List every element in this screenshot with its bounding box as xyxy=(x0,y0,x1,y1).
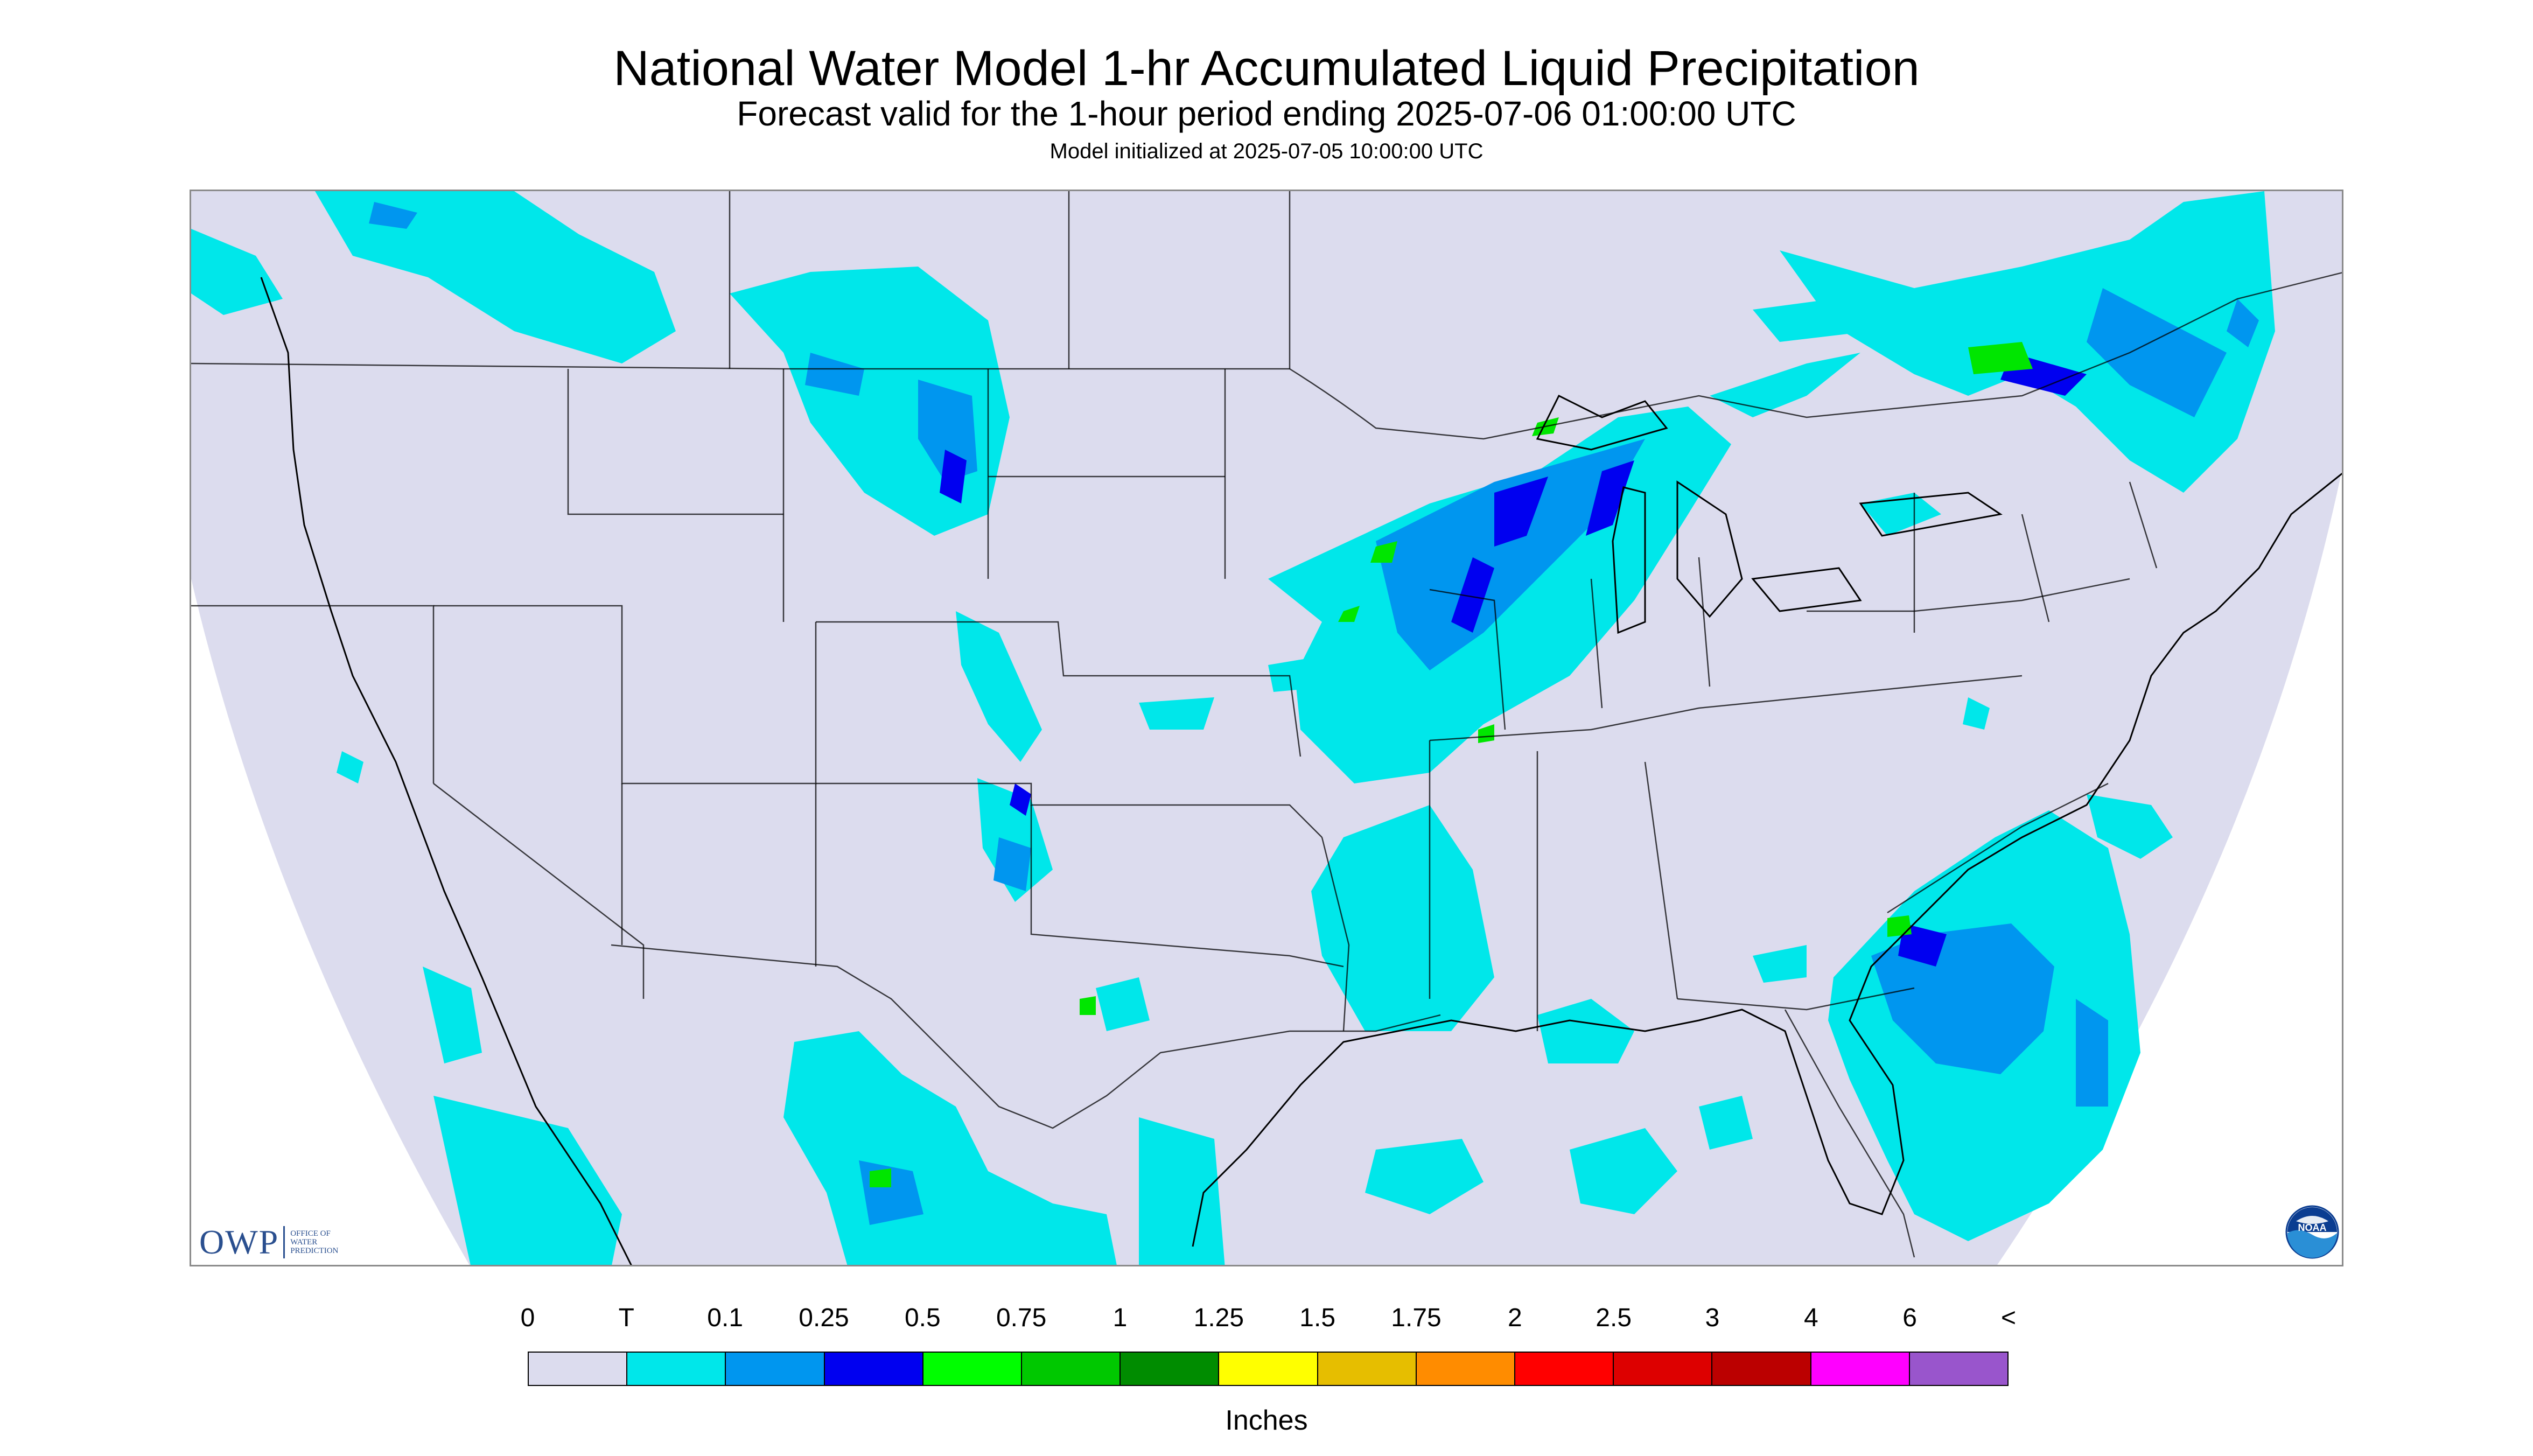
legend-swatch-12 xyxy=(1712,1353,1811,1385)
legend-tick-5: 0.75 xyxy=(996,1304,1047,1332)
owp-logo-text: OWP xyxy=(199,1223,279,1261)
noaa-logo-icon: NOAA xyxy=(2285,1205,2339,1259)
legend-swatch-8 xyxy=(1318,1353,1417,1385)
legend-tick-8: 1.5 xyxy=(1299,1304,1336,1332)
model-init-time: Model initialized at 2025-07-05 10:00:00… xyxy=(1049,139,1484,163)
legend-swatch-1 xyxy=(627,1353,726,1385)
legend-swatch-4 xyxy=(923,1353,1023,1385)
precipitation-map xyxy=(190,190,2343,1266)
legend-tick-15: < xyxy=(2000,1304,2017,1332)
legend-units: Inches xyxy=(1225,1405,1308,1436)
legend-tick-9: 1.75 xyxy=(1391,1304,1442,1332)
color-legend: 0 T 0.1 0.25 0.5 0.75 1 1.25 1.5 1.75 2 2.5 3 4 6 < xyxy=(521,1303,2016,1386)
legend-tick-6: 1 xyxy=(1112,1304,1128,1332)
legend-tick-7: 1.25 xyxy=(1193,1304,1244,1332)
legend-swatch-7 xyxy=(1219,1353,1318,1385)
coastline xyxy=(260,277,2342,1265)
map-subtitle: Forecast valid for the 1-hour period end… xyxy=(737,94,1796,133)
legend-tick-14: 6 xyxy=(1902,1304,1918,1332)
legend-tick-2: 0.1 xyxy=(707,1304,744,1332)
legend-swatch-2 xyxy=(726,1353,825,1385)
map-domain xyxy=(191,191,2342,1265)
legend-tick-12: 3 xyxy=(1705,1304,1720,1332)
legend-tick-10: 2 xyxy=(1507,1304,1522,1332)
legend-swatch-13 xyxy=(1811,1353,1910,1385)
map-title: National Water Model 1-hr Accumulated Li… xyxy=(613,41,1920,96)
svg-text:NOAA: NOAA xyxy=(2298,1222,2327,1233)
owp-logo-divider xyxy=(283,1226,285,1258)
legend-swatch-14 xyxy=(1909,1353,2008,1385)
legend-swatch-10 xyxy=(1515,1353,1614,1385)
legend-swatch-5 xyxy=(1022,1353,1121,1385)
legend-tick-11: 2.5 xyxy=(1596,1304,1632,1332)
legend-tick-4: 0.5 xyxy=(904,1304,941,1332)
legend-tick-1: T xyxy=(618,1304,634,1332)
legend-tick-labels: 0 T 0.1 0.25 0.5 0.75 1 1.25 1.5 1.75 2 2.5 3 4 6 < xyxy=(521,1303,2016,1335)
legend-swatch-9 xyxy=(1416,1353,1516,1385)
precip-heavy-areas xyxy=(870,342,2033,1187)
state-boundaries xyxy=(191,191,2342,1258)
owp-logo-subtitle: OFFICE OF WATER PREDICTION xyxy=(290,1229,339,1255)
legend-tick-3: 0.25 xyxy=(799,1304,849,1332)
legend-swatch-3 xyxy=(824,1353,923,1385)
legend-swatch-6 xyxy=(1121,1353,1220,1385)
legend-swatch-0 xyxy=(529,1353,628,1385)
legend-swatch-11 xyxy=(1614,1353,1713,1385)
legend-tick-13: 4 xyxy=(1803,1304,1818,1332)
precip-light-areas xyxy=(369,202,2259,1225)
legend-tick-0: 0 xyxy=(520,1304,535,1332)
map-svg xyxy=(191,191,2342,1265)
legend-color-bar xyxy=(528,1352,2009,1386)
owp-logo: OWP OFFICE OF WATER PREDICTION xyxy=(199,1222,338,1262)
